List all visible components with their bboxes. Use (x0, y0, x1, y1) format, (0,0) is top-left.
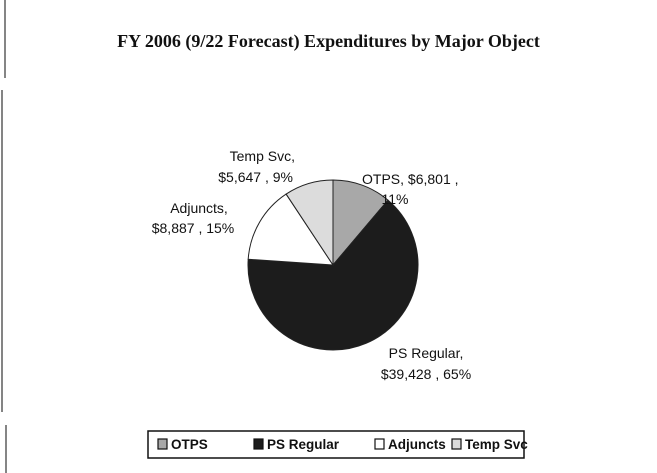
label-category: Temp Svc (230, 148, 291, 164)
legend-label: Adjuncts (388, 437, 446, 452)
label-category: Adjuncts (170, 200, 224, 216)
label-category: PS Regular (389, 345, 461, 361)
label-percent: 65% (443, 366, 471, 382)
data-label: $39,428 , 65% (381, 366, 471, 382)
label-value: $6,801 (408, 171, 451, 187)
legend-swatch (157, 438, 168, 450)
label-category: OTPS (362, 171, 400, 187)
label-separator: , (195, 220, 207, 236)
legend-label: PS Regular (267, 437, 340, 452)
label-separator: , (400, 171, 408, 187)
label-separator: , (459, 345, 463, 361)
label-separator: , (431, 366, 443, 382)
chart-title: FY 2006 (9/22 Forecast) Expenditures by … (117, 31, 540, 51)
label-separator: , (291, 148, 295, 164)
legend-swatch (374, 438, 385, 450)
data-label: $8,887 , 15% (152, 220, 235, 236)
data-label: OTPS, $6,801 , (362, 171, 459, 187)
label-separator: , (261, 169, 273, 185)
label-value: $39,428 (381, 366, 432, 382)
legend-swatch (253, 438, 264, 450)
label-separator: , (224, 200, 228, 216)
data-label: Temp Svc, (230, 148, 295, 164)
data-label: Adjuncts, (170, 200, 228, 216)
pie-slice (247, 193, 334, 266)
legend-swatch (451, 438, 462, 450)
label-percent: 11% (382, 191, 409, 207)
label-value: $5,647 (218, 169, 261, 185)
legend-label: OTPS (171, 437, 208, 452)
data-label: 11% (382, 191, 409, 207)
label-separator: , (451, 171, 459, 187)
label-percent: 15% (206, 220, 234, 236)
legend: OTPS PS Regular Adjuncts Temp Svc (147, 430, 528, 459)
pie-slice (247, 199, 419, 351)
label-value: $8,887 (152, 220, 195, 236)
data-label: PS Regular, (389, 345, 464, 361)
legend-label: Temp Svc (465, 437, 528, 452)
label-percent: 9% (273, 169, 293, 185)
pie-slice (285, 179, 334, 267)
data-label: $5,647 , 9% (218, 169, 293, 185)
